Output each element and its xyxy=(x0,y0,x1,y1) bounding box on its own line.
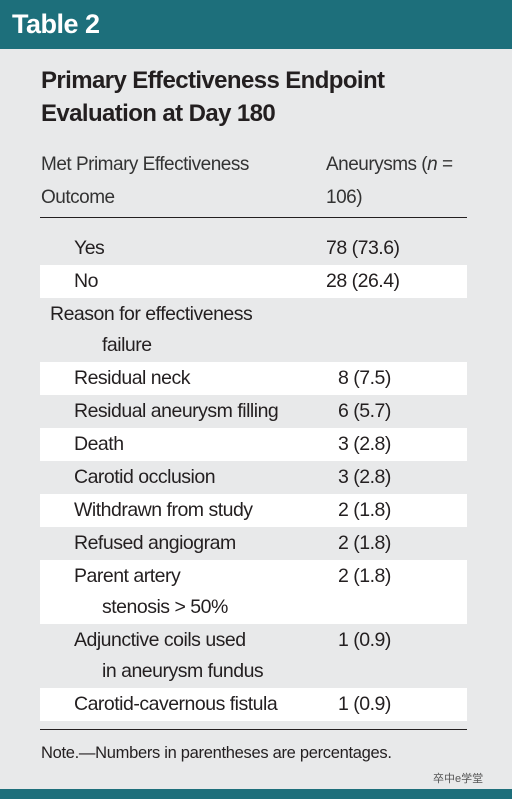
header-line: 106) xyxy=(326,187,363,208)
header-line: Outcome xyxy=(41,187,115,208)
row-value: 6 (5.7) xyxy=(338,400,391,422)
row-label: Reason for effectiveness failure xyxy=(50,299,467,361)
table-row: Yes 78 (73.6) xyxy=(40,232,467,265)
header-line: Met Primary Effectiveness xyxy=(41,154,249,175)
column-header: Aneurysms (n = 106) xyxy=(326,148,476,214)
row-label: Withdrawn from study xyxy=(74,495,467,526)
row-value: 2 (1.8) xyxy=(338,499,391,521)
row-value: 1 (0.9) xyxy=(338,629,391,651)
row-value: 78 (73.6) xyxy=(326,237,400,259)
label-line: Residual neck xyxy=(74,367,190,389)
rule xyxy=(40,217,467,218)
table-row: Withdrawn from study 2 (1.8) xyxy=(40,494,467,527)
label-line: Carotid-cavernous fistula xyxy=(74,693,278,715)
row-label: Carotid-cavernous fistula xyxy=(74,689,467,720)
header-bar: Table 2 xyxy=(0,0,512,49)
note: Note.—Numbers in parentheses are percent… xyxy=(41,744,392,762)
table-row: Reason for effectiveness failure xyxy=(40,298,467,362)
row-value: 8 (7.5) xyxy=(338,367,391,389)
label-line: stenosis > 50% xyxy=(102,596,228,618)
row-value: 1 (0.9) xyxy=(338,693,391,715)
table-row: Carotid-cavernous fistula 1 (0.9) xyxy=(40,688,467,721)
table-row: No 28 (26.4) xyxy=(40,265,467,298)
row-label: Residual neck xyxy=(74,363,467,394)
label-line: Parent artery xyxy=(74,565,181,587)
rule xyxy=(40,729,467,730)
label-line: No xyxy=(74,270,98,292)
header-italic: n xyxy=(427,154,438,175)
row-value: 2 (1.8) xyxy=(338,532,391,554)
label-line: failure xyxy=(102,334,152,356)
watermark: 卒中e学堂 xyxy=(433,773,484,785)
row-label: Carotid occlusion xyxy=(74,462,467,493)
row-label: Adjunctive coils used in aneurysm fundus xyxy=(74,625,467,687)
row-label: Residual aneurysm filling xyxy=(74,396,467,427)
row-value: 3 (2.8) xyxy=(338,433,391,455)
table-row: Parent artery stenosis > 50% 2 (1.8) xyxy=(40,560,467,624)
label-line: Carotid occlusion xyxy=(74,466,216,488)
row-value: 3 (2.8) xyxy=(338,466,391,488)
row-label: Death xyxy=(74,429,467,460)
label-line: Adjunctive coils used xyxy=(74,629,246,651)
label-line: Death xyxy=(74,433,124,455)
table-body: Yes 78 (73.6) No 28 (26.4) Reason for effect… xyxy=(40,232,467,721)
row-value: 2 (1.8) xyxy=(338,565,391,587)
label-line: Yes xyxy=(74,237,105,259)
table-label: Table 2 xyxy=(12,9,100,39)
table-row: Refused angiogram 2 (1.8) xyxy=(40,527,467,560)
footer-bar xyxy=(0,789,512,799)
table-row: Death 3 (2.8) xyxy=(40,428,467,461)
label-line: Reason for effectiveness xyxy=(50,303,253,325)
row-label: No xyxy=(74,266,467,297)
header-text: = xyxy=(437,154,453,175)
table-title: Primary Effectiveness Endpoint Evaluatio… xyxy=(41,64,481,130)
table-row: Adjunctive coils used in aneurysm fundus 1… xyxy=(40,624,467,688)
table-row: Residual aneurysm filling 6 (5.7) xyxy=(40,395,467,428)
table-row: Carotid occlusion 3 (2.8) xyxy=(40,461,467,494)
row-label: Yes xyxy=(74,233,467,264)
column-header: Met Primary Effectiveness Outcome xyxy=(41,148,311,214)
row-value: 28 (26.4) xyxy=(326,270,400,292)
header-text: Aneurysms ( xyxy=(326,154,428,175)
row-label: Refused angiogram xyxy=(74,528,467,559)
row-label: Parent artery stenosis > 50% xyxy=(74,561,467,623)
title-line: Primary Effectiveness Endpoint xyxy=(41,67,385,94)
label-line: Refused angiogram xyxy=(74,532,236,554)
table-row: Residual neck 8 (7.5) xyxy=(40,362,467,395)
label-line: in aneurysm fundus xyxy=(102,660,264,682)
title-line: Evaluation at Day 180 xyxy=(41,100,276,127)
label-line: Residual aneurysm filling xyxy=(74,400,279,422)
label-line: Withdrawn from study xyxy=(74,499,253,521)
header-line: Aneurysms (n = xyxy=(326,148,476,181)
